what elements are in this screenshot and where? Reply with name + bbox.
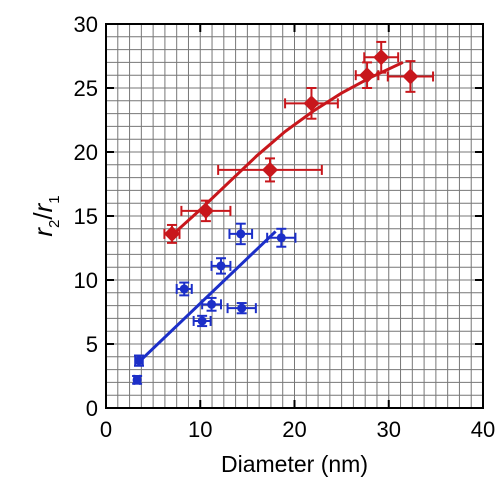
x-axis-label: Diameter (nm) <box>221 451 368 477</box>
x-axis-ticks: 0 10 20 30 40 <box>100 24 495 442</box>
y-label-base-1: r <box>28 227 58 237</box>
data-point-series-1 <box>163 223 181 244</box>
data-point-series-2 <box>228 222 254 246</box>
circle-marker <box>132 375 142 385</box>
circle-marker <box>197 316 207 326</box>
y-tick-label: 25 <box>74 76 98 101</box>
diamond-marker <box>303 95 320 112</box>
x-tick-label: 10 <box>188 417 212 442</box>
data-point-series-1 <box>363 40 400 74</box>
data-point-series-1 <box>217 157 323 183</box>
diamond-marker <box>197 202 214 219</box>
data-points <box>132 40 435 385</box>
data-point-series-2 <box>210 257 232 275</box>
y-tick-label: 20 <box>74 140 98 165</box>
x-tick-label: 20 <box>282 417 306 442</box>
x-tick-label: 0 <box>100 417 112 442</box>
data-point-series-2 <box>132 374 143 385</box>
diamond-marker <box>359 67 376 84</box>
data-point-series-2 <box>133 354 144 367</box>
data-point-series-1 <box>180 199 232 223</box>
data-point-series-2 <box>192 314 212 328</box>
data-point-series-2 <box>266 227 297 248</box>
circle-marker <box>276 233 286 243</box>
data-point-series-1 <box>386 60 435 93</box>
data-point-series-2 <box>201 296 222 312</box>
data-point-series-2 <box>175 281 193 297</box>
circle-marker <box>134 356 144 366</box>
circle-marker <box>216 261 226 271</box>
grid <box>106 24 483 408</box>
x-tick-label: 40 <box>471 417 495 442</box>
fit-line-series-2 <box>137 230 277 363</box>
diamond-marker <box>261 161 278 178</box>
y-tick-label: 30 <box>74 12 98 37</box>
y-tick-label: 10 <box>74 268 98 293</box>
circle-marker <box>179 284 189 294</box>
diamond-marker <box>402 68 419 85</box>
y-axis-ticks: 0 5 10 15 20 25 30 <box>74 12 483 421</box>
y-axis-label: r2/r1 <box>28 195 63 236</box>
diamond-marker <box>373 49 390 66</box>
y-label-sub-2: 1 <box>46 195 63 203</box>
data-point-series-2 <box>226 302 257 315</box>
x-tick-label: 30 <box>377 417 401 442</box>
diamond-marker <box>163 225 180 242</box>
y-tick-label: 5 <box>86 332 98 357</box>
y-tick-label: 0 <box>86 396 98 421</box>
circle-marker <box>207 299 217 309</box>
data-point-series-1 <box>284 87 339 120</box>
circle-marker <box>237 303 247 313</box>
y-label-sub-1: 2 <box>46 220 63 228</box>
y-label-base-2: r <box>28 202 58 212</box>
y-label-slash: / <box>28 212 58 220</box>
circle-marker <box>236 229 246 239</box>
y-tick-label: 15 <box>74 204 98 229</box>
